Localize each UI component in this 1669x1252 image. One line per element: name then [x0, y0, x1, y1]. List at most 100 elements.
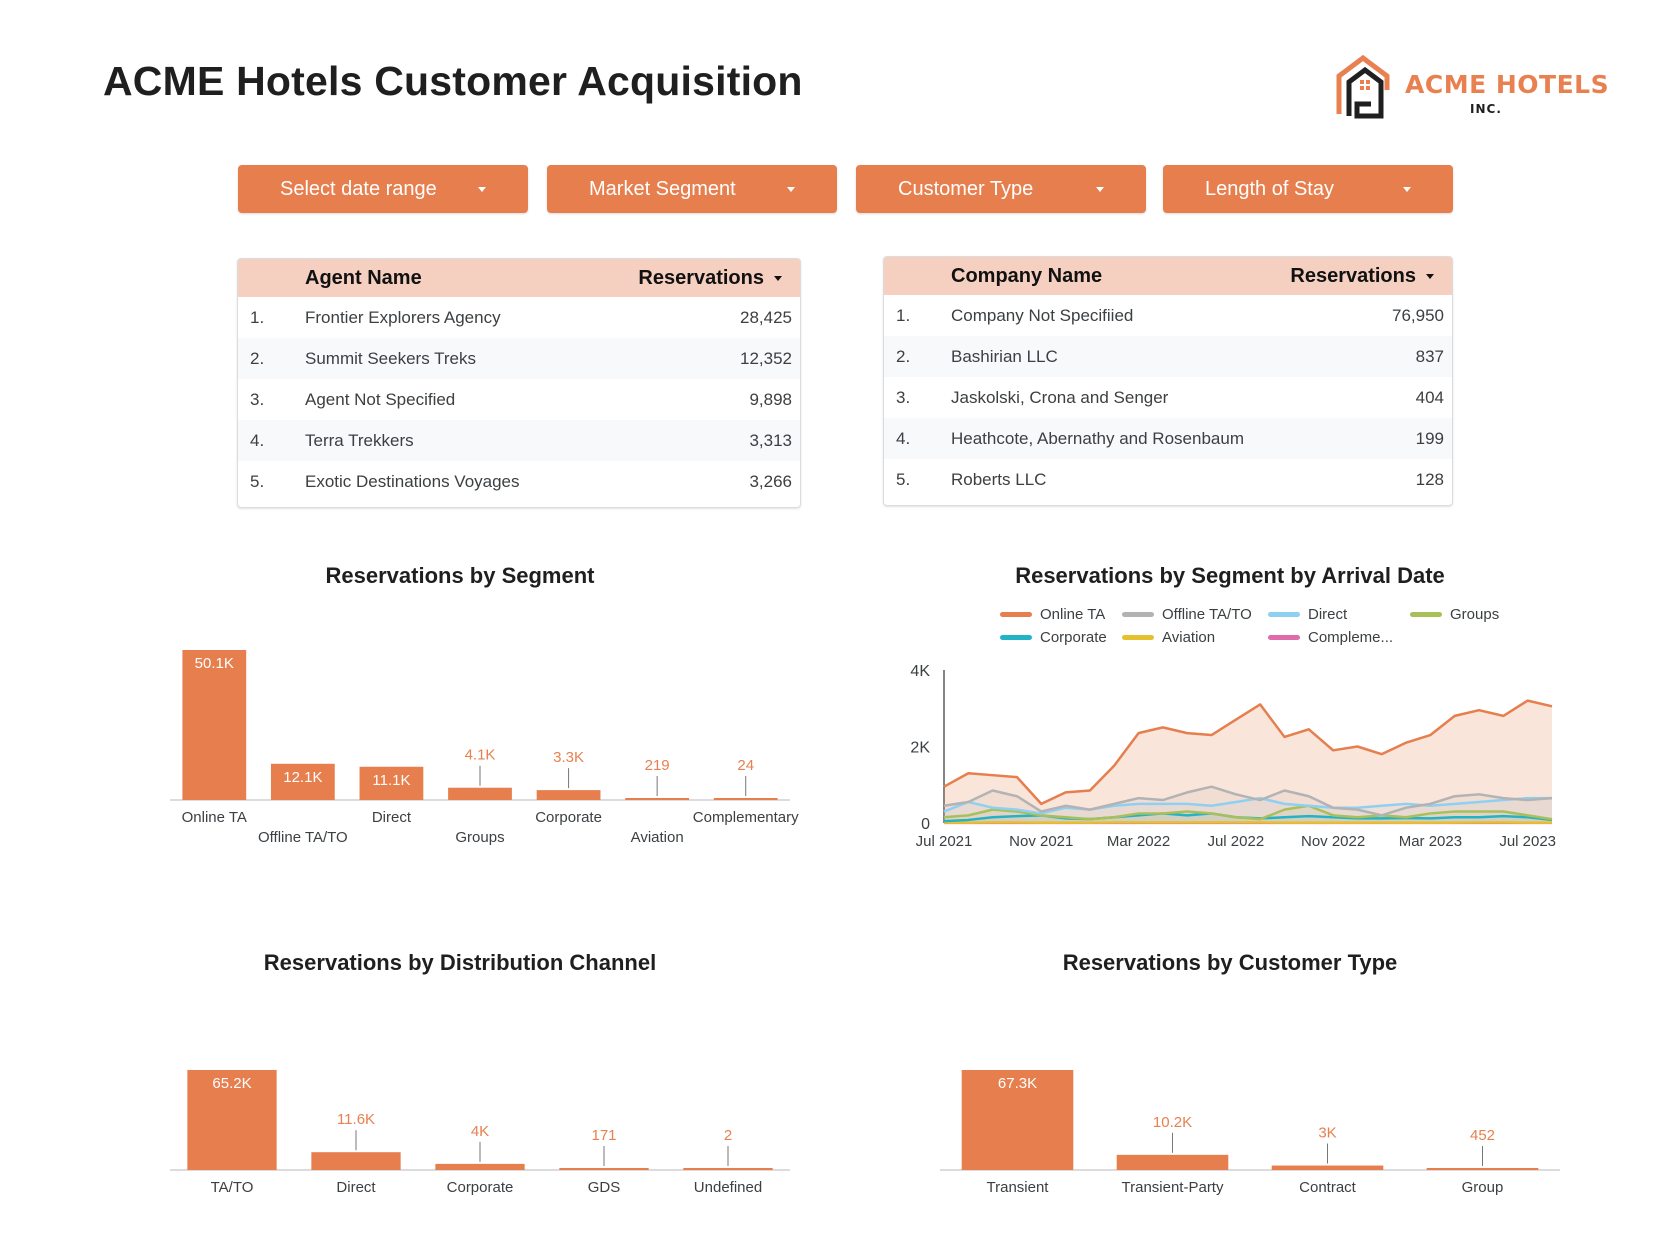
market-segment-filter[interactable]: Market Segment — [547, 165, 837, 213]
column-header-agent-name[interactable]: Agent Name — [305, 266, 422, 289]
table-row[interactable]: 3. Jaskolski, Crona and Senger 404 — [884, 377, 1452, 418]
row-index: 1. — [250, 307, 265, 327]
category-label: Offline TA/TO — [258, 829, 348, 846]
x-tick-label: Jul 2023 — [1499, 833, 1556, 850]
category-label: Transient — [987, 1179, 1050, 1196]
legend-item[interactable]: Groups — [1410, 606, 1530, 623]
caret-down-icon — [787, 186, 795, 192]
customer-type-filter[interactable]: Customer Type — [856, 165, 1146, 213]
bar-value-label: 3K — [1318, 1125, 1336, 1142]
bar[interactable] — [559, 1168, 649, 1170]
agent-name: Agent Not Specified — [305, 389, 456, 409]
column-header-label: Reservations — [638, 266, 764, 289]
bar[interactable] — [187, 1070, 277, 1170]
category-label: Corporate — [447, 1179, 514, 1196]
chart-title-distribution: Reservations by Distribution Channel — [263, 950, 657, 975]
bar[interactable] — [713, 798, 778, 800]
caret-down-icon — [478, 186, 486, 192]
table-row[interactable]: 5. Roberts LLC 128 — [884, 459, 1452, 500]
bar-value-label: 3.3K — [553, 749, 584, 766]
legend-item[interactable]: Aviation — [1122, 629, 1268, 646]
legend-item[interactable]: Corporate — [1000, 629, 1122, 646]
bar[interactable] — [1116, 1154, 1229, 1170]
table-body: 1. Frontier Explorers Agency 28,425 2. Summ… — [238, 297, 800, 502]
length-of-stay-filter[interactable]: Length of Stay — [1163, 165, 1453, 213]
customer-type-bar-chart: 67.3K Transient 10.2K Transient-Party 3K Cont… — [940, 1070, 1560, 1196]
table-row[interactable]: 1. Company Not Specifiied 76,950 — [884, 295, 1452, 336]
table-body: 1. Company Not Specifiied 76,950 2. Bashiri… — [884, 295, 1452, 500]
legend-item[interactable]: Offline TA/TO — [1122, 606, 1268, 623]
category-label: Group — [1462, 1179, 1504, 1196]
reservations-value: 76,950 — [1392, 305, 1444, 325]
reservations-value: 128 — [1415, 469, 1444, 489]
caret-down-icon — [1426, 273, 1434, 279]
bar[interactable] — [182, 650, 247, 800]
legend-label: Corporate — [1040, 629, 1107, 646]
legend-label: Aviation — [1162, 629, 1216, 646]
column-header-reservations[interactable]: Reservations — [1290, 265, 1434, 288]
logo-sub: INC. — [1470, 102, 1502, 116]
bar-value-label: 12.1K — [283, 769, 322, 786]
reservations-value: 199 — [1415, 428, 1444, 448]
table-header: Agent Name Reservations — [238, 259, 800, 297]
company-table: Company Name Reservations 1. Company Not … — [883, 256, 1453, 506]
category-label: GDS — [588, 1179, 621, 1196]
column-header-reservations[interactable]: Reservations — [638, 267, 782, 290]
agent-name: Summit Seekers Treks — [305, 348, 476, 368]
legend-swatch-icon — [1122, 612, 1154, 617]
legend-label: Groups — [1450, 606, 1500, 623]
table-row[interactable]: 5. Exotic Destinations Voyages 3,266 — [238, 461, 800, 502]
series-line[interactable] — [943, 699, 1553, 806]
bar-value-label: 2 — [724, 1127, 732, 1144]
legend-swatch-icon — [1268, 635, 1300, 640]
bar[interactable] — [311, 1152, 401, 1170]
date-range-filter[interactable]: Select date range — [238, 165, 528, 213]
legend-swatch-icon — [1122, 635, 1154, 640]
bar[interactable] — [536, 790, 601, 800]
bar[interactable] — [961, 1070, 1074, 1170]
table-row[interactable]: 2. Summit Seekers Treks 12,352 — [238, 338, 800, 379]
row-index: 5. — [250, 471, 265, 491]
bar[interactable] — [683, 1168, 773, 1170]
bar[interactable] — [1271, 1165, 1384, 1170]
legend-item[interactable]: Compleme... — [1268, 629, 1410, 646]
caret-down-icon — [1096, 186, 1104, 192]
category-label: TA/TO — [211, 1179, 254, 1196]
legend-item[interactable]: Direct — [1268, 606, 1410, 623]
bar[interactable] — [1426, 1168, 1539, 1170]
bar[interactable] — [448, 787, 512, 800]
row-index: 5. — [896, 469, 911, 489]
table-header: Company Name Reservations — [884, 257, 1452, 295]
series-line[interactable] — [943, 785, 1553, 817]
table-row[interactable]: 4. Heathcote, Abernathy and Rosenbaum 199 — [884, 418, 1452, 459]
bar[interactable] — [359, 766, 424, 800]
agent-name: Exotic Destinations Voyages — [305, 471, 520, 491]
bar-value-label: 4K — [471, 1123, 489, 1140]
segment-bar-chart: 50.1K Online TA 12.1K Offline TA/TO 11.1K Dir… — [170, 650, 799, 846]
reservations-value: 404 — [1415, 387, 1444, 407]
chart-legend: Online TA Offline TA/TO Direct Groups Corpor… — [1000, 606, 1530, 646]
y-tick-label: 4K — [910, 663, 930, 680]
category-label: Corporate — [535, 809, 602, 826]
table-row[interactable]: 3. Agent Not Specified 9,898 — [238, 379, 800, 420]
reservations-value: 3,313 — [749, 430, 792, 450]
row-index: 2. — [896, 346, 911, 366]
company-name: Jaskolski, Crona and Senger — [951, 387, 1169, 407]
category-label: Transient-Party — [1122, 1179, 1224, 1196]
series-line[interactable] — [943, 804, 1553, 821]
table-row[interactable]: 1. Frontier Explorers Agency 28,425 — [238, 297, 800, 338]
column-header-company-name[interactable]: Company Name — [951, 264, 1103, 287]
row-index: 4. — [896, 428, 911, 448]
series-area — [944, 786, 1552, 823]
legend-swatch-icon — [1410, 612, 1442, 617]
bar[interactable] — [625, 798, 690, 800]
y-tick-label: 2K — [910, 740, 930, 757]
bar[interactable] — [435, 1163, 525, 1170]
legend-item[interactable]: Online TA — [1000, 606, 1122, 623]
table-row[interactable]: 4. Terra Trekkers 3,313 — [238, 420, 800, 461]
company-name: Roberts LLC — [951, 469, 1047, 489]
category-label: Online TA — [182, 809, 247, 826]
series-line[interactable] — [943, 796, 1552, 815]
bar[interactable] — [270, 763, 335, 800]
table-row[interactable]: 2. Bashirian LLC 837 — [884, 336, 1452, 377]
